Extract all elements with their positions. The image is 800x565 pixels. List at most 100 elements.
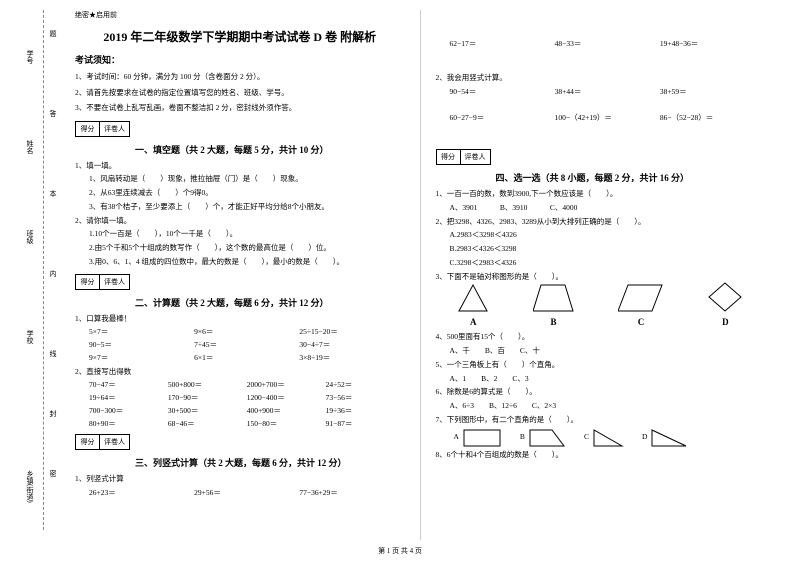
s1-q2-3: 3.用0、6、1、4 组成的四位数中，最大的数是（ ），最小的数是（ ）。 [75, 256, 405, 269]
s2-q2: 2、直接写出得数 [75, 366, 405, 379]
s4-q2: 2、把3298、4326、2983、3289从小到大排列正确的是（ ）。 [436, 216, 766, 229]
margin-lbl-6: 密 [48, 470, 58, 477]
s3-c2r2: 60−27−9＝100−（42+19）＝86−（52−28）＝ [436, 112, 766, 125]
margin-lbl-3: 内 [48, 270, 58, 277]
shape-diamond: D [707, 281, 743, 327]
section-2-title: 二、计算题（共 2 大题，每题 6 分，共计 12 分） [135, 296, 405, 309]
s4-q7: 7、下列图形中，有二个直角的是（ ）。 [436, 414, 766, 427]
q7-a: A [454, 428, 502, 448]
score-h2: 评卷人 [461, 150, 490, 164]
score-h1: 得分 [76, 122, 100, 136]
shape-parallelogram: C [618, 283, 664, 327]
triangle-icon [457, 283, 489, 313]
label-d: D [707, 317, 743, 327]
section-1-title: 一、填空题（共 2 大题，每题 5 分，共计 10 分） [135, 143, 405, 156]
s2-c2r2: 19÷64＝170−90＝1200−400＝73−56＝ [75, 392, 405, 405]
s1-q2-2: 2.由5个千和5个十组成的数写作（ ），这个数的最高位是（ ）位。 [75, 242, 405, 255]
field-id: 学号 [25, 50, 35, 64]
q7-label-d: D [642, 431, 647, 444]
margin-lbl-2: 本 [48, 190, 58, 197]
q7-c: C [584, 428, 624, 448]
s4-q5: 5、一个三角板上有（ ）个直角。 [436, 359, 766, 372]
margin-lbl-4: 线 [48, 350, 58, 357]
trapezoid-icon [533, 283, 575, 313]
score-h2: 评卷人 [100, 435, 129, 449]
shape-triangle: A [457, 283, 489, 327]
s2-c1r1: 5×7＝9×6＝25÷15−20＝ [75, 326, 405, 339]
score-box-4: 得分 评卷人 [436, 149, 491, 165]
section-3-title: 三、列竖式计算（共 2 大题，每题 6 分，共计 12 分） [135, 456, 405, 469]
notice-heading: 考试须知： [75, 53, 405, 66]
left-column: 绝密★启用前 2019 年二年级数学下学期期中考试试卷 D 卷 附解析 考试须知… [60, 10, 421, 540]
s4-q6-opts: A、6÷3 B、12÷6 C、2×3 [436, 400, 766, 413]
exam-title: 2019 年二年级数学下学期期中考试试卷 D 卷 附解析 [75, 28, 405, 45]
margin-lbl-0: 题 [48, 30, 58, 37]
label-c: C [618, 317, 664, 327]
s4-q2-b: B.2983＜4326＜3298 [436, 243, 766, 256]
s3-c2r1: 90−54＝38+44＝38+59＝ [436, 86, 766, 99]
field-town: 乡镇(街道) [25, 470, 35, 503]
s1-q1-1: 1、风扇转动是（ ）现象，推拉抽屉（门）是（ ）现象。 [75, 173, 405, 186]
parallelogram-icon [618, 283, 664, 313]
s1-q2: 2、请你填一填。 [75, 215, 405, 228]
q7-label-c: C [584, 431, 589, 444]
field-class: 班级 [25, 230, 35, 244]
s4-q4: 4、500里面有15个（ ）。 [436, 331, 766, 344]
score-box-3: 得分 评卷人 [75, 434, 130, 450]
s1-q1-2: 2、从63里连续减去（ ）个9得0。 [75, 187, 405, 200]
shape-trapezoid: B [533, 283, 575, 327]
right-column: 62−17＝48−33＝19+48−36＝ 2、我会用竖式计算。 90−54＝3… [421, 10, 781, 540]
instruction-2: 2、请首先按要求在试卷的指定位置填写您的姓名、班级、学号。 [75, 86, 405, 100]
rtri2-icon [650, 428, 688, 448]
binding-line [43, 10, 44, 530]
trap-icon [528, 428, 566, 448]
s1-q2-1: 1.10个一百是（ ），10个一千是（ ）。 [75, 228, 405, 241]
score-box-2: 得分 评卷人 [75, 274, 130, 290]
s4-q1: 1、一百一百的数，数到3900,下一个数应该是（ ）。 [436, 188, 766, 201]
binding-margin: 学号 姓名 班级 学校 乡镇(街道) 题 答 本 内 线 封 密 [8, 10, 53, 530]
s4-q2-a: A.2983＜3298＜4326 [436, 229, 766, 242]
q7-label-a: A [454, 431, 459, 444]
q7-shapes-row: A B C D [436, 428, 766, 448]
score-h2: 评卷人 [100, 122, 129, 136]
s3-q1: 1、列竖式计算 [75, 473, 405, 486]
score-box-1: 得分 评卷人 [75, 121, 130, 137]
score-h1: 得分 [76, 435, 100, 449]
s4-q4-opts: A、千 B、百 C、十 [436, 345, 766, 358]
margin-lbl-1: 答 [48, 110, 58, 117]
s4-q2-c: C.3298＜2983＜4326 [436, 257, 766, 270]
field-school: 学校 [25, 330, 35, 344]
s2-c1r3: 9×7＝6×1＝3×8÷19＝ [75, 352, 405, 365]
s3-c1r1: 26+23＝29+56＝77−36+29＝ [75, 487, 405, 500]
s4-q5-opts: A、1 B、2 C、3 [436, 373, 766, 386]
s1-q1-3: 3、有38个桔子，至少要添上（ ）个，才能正好平均分给8个小朋友。 [75, 201, 405, 214]
s4-q1-opts: A、3901 B、3910 C、4000 [436, 202, 766, 215]
page-container: 绝密★启用前 2019 年二年级数学下学期期中考试试卷 D 卷 附解析 考试须知… [0, 0, 800, 540]
s4-q8: 8、6个十和4个百组成的数是（ ）。 [436, 449, 766, 462]
s1-q1: 1、填一填。 [75, 160, 405, 173]
s2-c1r2: 90−5＝7÷45＝30−4÷7＝ [75, 339, 405, 352]
instruction-1: 1、考试时间：60 分钟，满分为 100 分（含卷面分 2 分）。 [75, 70, 405, 84]
instruction-3: 3、不要在试卷上乱写乱画，卷面不整洁扣 2 分，密封线外须作答。 [75, 101, 405, 115]
q7-d: D [642, 428, 688, 448]
s4-q6: 6、除数是6的算式是（ ）。 [436, 386, 766, 399]
s2-c2r1: 70−47＝500+800＝2000+700＝24÷52＝ [75, 379, 405, 392]
s2-c2r3: 700−300＝30+500＝400+900＝19÷36＝ [75, 405, 405, 418]
field-name: 姓名 [25, 140, 35, 154]
rect-icon [462, 428, 502, 448]
section-4-title: 四、选一选（共 8 小题，每题 2 分，共计 16 分） [496, 171, 766, 184]
margin-lbl-5: 封 [48, 410, 58, 417]
s2-c2r4: 80+90＝68−46＝150−80＝91−87＝ [75, 418, 405, 431]
q7-b: B [520, 428, 566, 448]
s3-c1br1: 62−17＝48−33＝19+48−36＝ [436, 38, 766, 51]
q7-label-b: B [520, 431, 525, 444]
label-b: B [533, 317, 575, 327]
s3-q2: 2、我会用竖式计算。 [436, 72, 766, 85]
s2-q1: 1、口算我最棒！ [75, 313, 405, 326]
score-h2: 评卷人 [100, 275, 129, 289]
page-footer: 第 1 页 共 4 页 [0, 546, 800, 556]
label-a: A [457, 317, 489, 327]
secret-label: 绝密★启用前 [75, 10, 405, 20]
rtri-icon [592, 428, 624, 448]
score-h1: 得分 [437, 150, 461, 164]
